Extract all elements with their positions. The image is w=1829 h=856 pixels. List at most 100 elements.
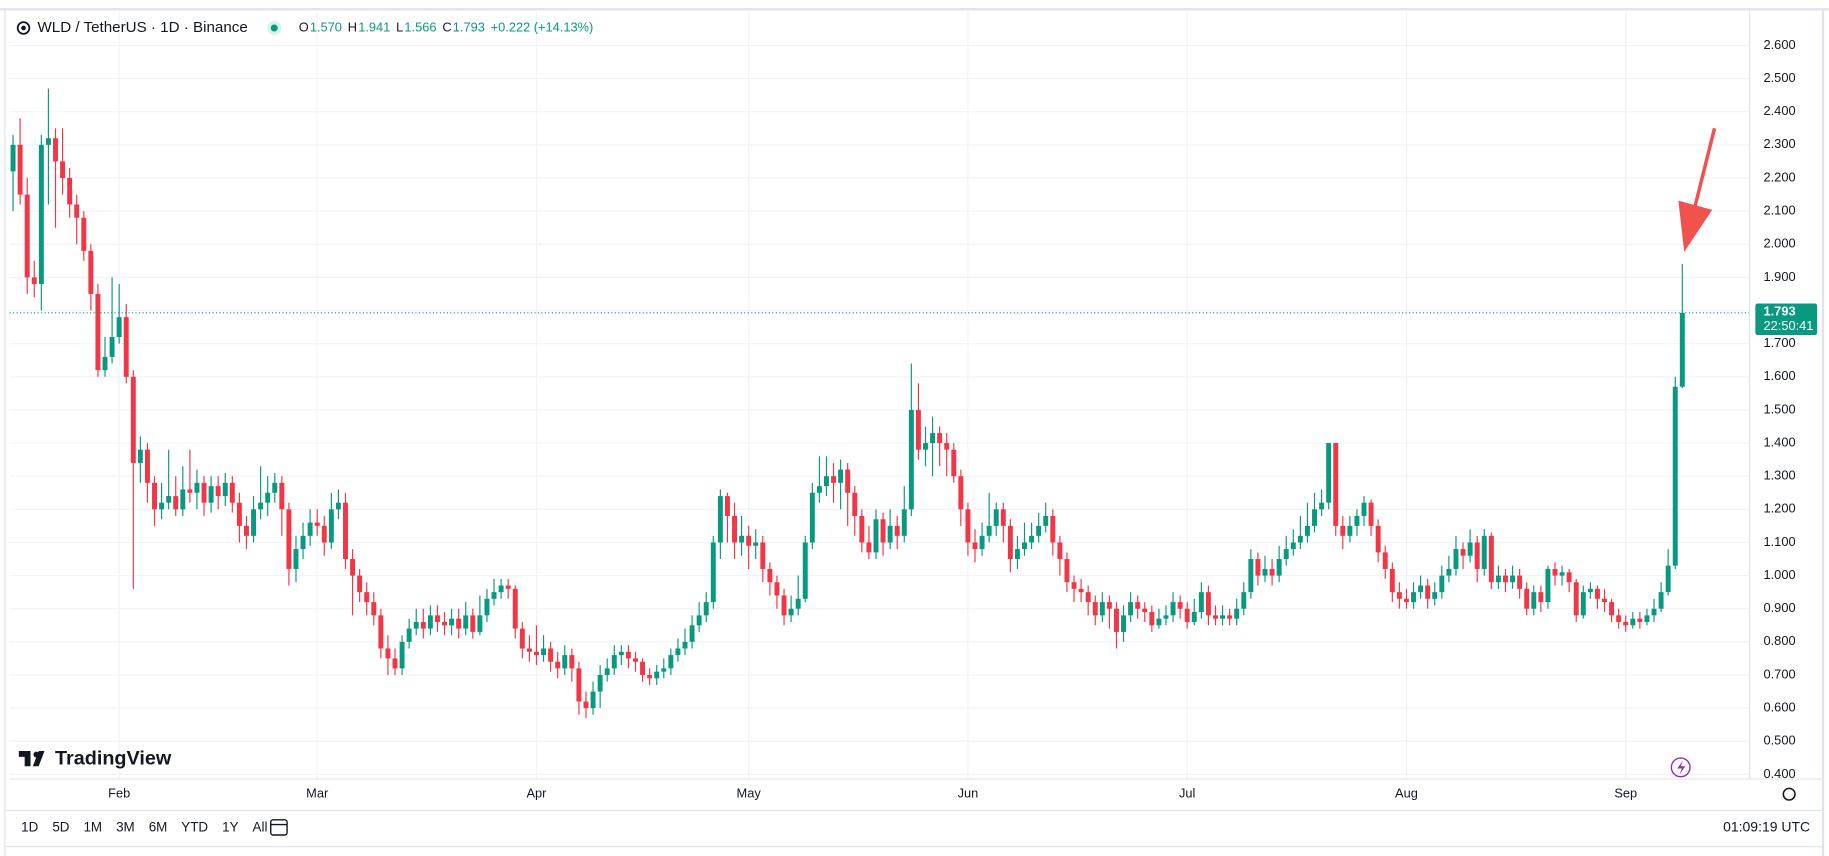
candle-body <box>732 515 737 543</box>
y-tick-label: 1.200 <box>1764 501 1796 516</box>
candle-body <box>95 293 101 371</box>
range-button[interactable]: 1M <box>83 820 102 835</box>
candle-body <box>293 549 299 569</box>
candle-body <box>1517 575 1523 589</box>
header: WLD / TetherUS · 1D · Binance O 1.570 H 1.9… <box>16 19 593 36</box>
candle-body <box>696 615 702 626</box>
candle-body <box>1446 568 1452 576</box>
y-tick-label: 1.500 <box>1764 401 1796 416</box>
range-button[interactable]: YTD <box>181 820 208 835</box>
candle-body <box>1418 585 1424 593</box>
candle-body <box>1248 559 1254 593</box>
candle-body <box>1135 602 1141 609</box>
candle-body <box>1085 592 1091 603</box>
symbol-icon-dot <box>21 25 26 31</box>
candle-body <box>88 250 94 294</box>
range-button[interactable]: 5D <box>52 820 69 835</box>
candle-body <box>229 482 235 503</box>
range-button[interactable]: 1Y <box>222 820 238 835</box>
candle-body <box>1347 525 1353 536</box>
candle-body <box>816 486 822 493</box>
candle-body <box>724 496 730 516</box>
candle-body <box>625 651 631 659</box>
candle-body <box>1227 615 1233 619</box>
arrow-head <box>1678 200 1713 252</box>
calendar-icon[interactable] <box>270 819 288 836</box>
candle-body <box>604 668 610 675</box>
candle-body <box>1524 588 1530 609</box>
candle-body <box>1064 559 1070 583</box>
candle-body <box>427 615 433 629</box>
candle-body <box>406 628 412 642</box>
candle-body <box>434 615 440 622</box>
candle-body <box>1262 568 1268 576</box>
candle-body <box>300 535 306 550</box>
range-button[interactable]: 6M <box>149 820 168 835</box>
candle-body <box>194 482 200 493</box>
candle-body <box>1658 592 1664 609</box>
candle-body <box>1651 608 1657 616</box>
y-tick-label: 2.400 <box>1764 103 1796 118</box>
candle-body <box>173 496 179 510</box>
candle-body <box>1510 575 1516 583</box>
candle-body <box>1276 559 1282 576</box>
candle-body <box>661 668 667 672</box>
candle-body <box>1255 559 1261 576</box>
candle-body <box>689 625 695 642</box>
candle-body <box>45 138 51 145</box>
candle-body <box>392 658 398 669</box>
y-tick-label: 2.100 <box>1764 203 1796 218</box>
candle-body <box>958 476 964 510</box>
candle-body <box>590 691 596 709</box>
settings-icon[interactable] <box>1782 787 1796 801</box>
candle-body <box>633 658 638 662</box>
candle-body <box>1177 602 1183 609</box>
candle-body <box>767 568 773 583</box>
range-button[interactable]: 3M <box>116 820 135 835</box>
candle-body <box>1142 608 1148 613</box>
candle-body <box>1156 618 1162 626</box>
candle-body <box>463 615 469 629</box>
candle-body <box>116 317 122 338</box>
candle-body <box>279 482 285 510</box>
y-tick-label: 1.300 <box>1764 468 1796 483</box>
legend-value: 1.793 <box>453 19 485 34</box>
candle-body <box>526 648 532 652</box>
candle-body <box>1191 612 1197 622</box>
y-tick-label: 1.100 <box>1764 534 1796 549</box>
candle-body <box>746 535 752 546</box>
candle-body <box>1319 502 1325 510</box>
candle-body <box>17 144 23 195</box>
candle-body <box>823 476 829 487</box>
candle-body <box>739 535 745 543</box>
range-button[interactable]: All <box>253 820 268 835</box>
candle-body <box>1580 592 1586 616</box>
candle-body <box>81 217 87 251</box>
candle-body <box>1205 592 1211 616</box>
candle-body <box>1389 568 1395 593</box>
x-tick-label: Sep <box>1614 786 1637 801</box>
candle-body <box>930 433 936 444</box>
candle-body <box>788 608 794 616</box>
alert-icon[interactable] <box>1670 757 1691 778</box>
candle-body <box>923 443 928 450</box>
candle-body <box>1071 582 1077 589</box>
candle-body <box>1333 443 1339 526</box>
candle-body <box>258 502 264 510</box>
candle-body <box>1106 602 1112 609</box>
candle-body <box>357 575 363 593</box>
candle-body <box>378 615 384 649</box>
last-price-tag <box>1755 303 1818 336</box>
candle-body <box>597 674 603 692</box>
candle-body <box>215 486 221 497</box>
candle-body <box>10 144 16 172</box>
candle-body <box>1396 592 1402 599</box>
candle-body <box>993 509 999 526</box>
range-button[interactable]: 1D <box>21 820 38 835</box>
candle-body <box>1149 612 1155 626</box>
candle-body <box>1022 542 1027 550</box>
candle-body <box>1007 525 1013 560</box>
candle-body <box>180 489 186 510</box>
